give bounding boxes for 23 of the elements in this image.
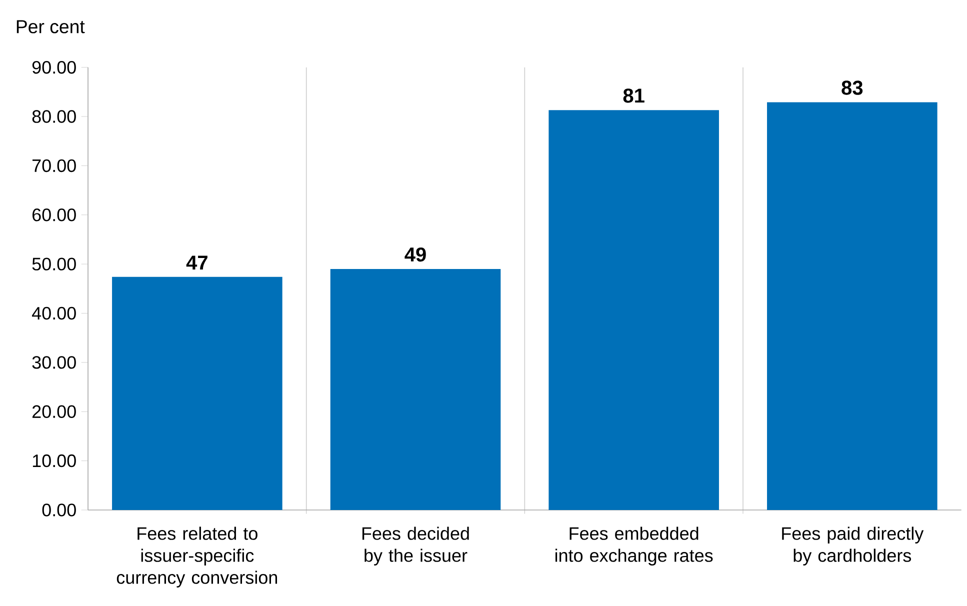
x-tick-label: Fees related to issuer-specific currency conversion xyxy=(116,526,278,588)
y-tick-label: 10.00 xyxy=(32,454,76,468)
data-label: 83 xyxy=(842,80,863,95)
data-label: 49 xyxy=(404,247,426,262)
x-tick-label: Fees embedded into exchange rates xyxy=(556,526,713,566)
x-tick-label: Fees paid directly by cardholders xyxy=(782,526,924,566)
bar xyxy=(112,276,282,510)
x-tick-label: Fees decided by the issuer xyxy=(362,526,469,566)
y-tick-label: 0.00 xyxy=(42,504,76,516)
y-tick-label: 60.00 xyxy=(32,208,76,222)
bar xyxy=(767,102,938,510)
bar xyxy=(330,268,501,510)
y-tick-label: 40.00 xyxy=(32,306,76,320)
y-tick-label: 80.00 xyxy=(32,110,76,123)
y-axis-title: Per cent xyxy=(16,20,85,34)
y-tick-label: 20.00 xyxy=(32,405,76,418)
data-label: 81 xyxy=(623,88,644,103)
bar xyxy=(548,110,719,510)
data-label: 47 xyxy=(186,256,208,270)
y-tick-label: 90.00 xyxy=(32,60,76,74)
y-tick-label: 30.00 xyxy=(32,356,76,369)
y-tick-label: 50.00 xyxy=(32,258,76,270)
y-tick-label: 70.00 xyxy=(32,159,76,172)
